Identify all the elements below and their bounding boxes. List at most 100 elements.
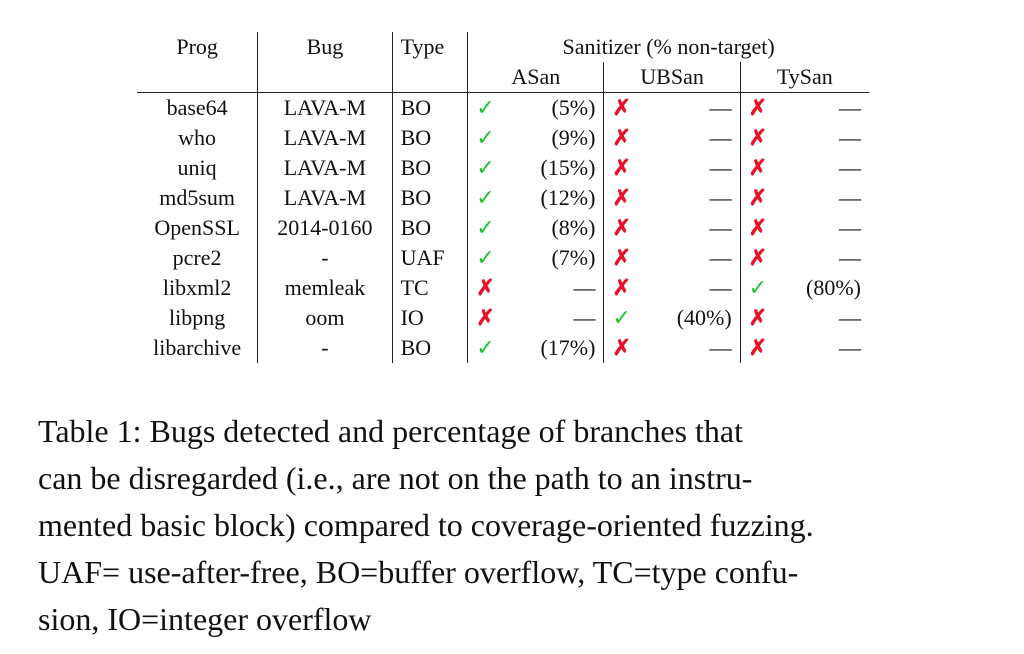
cell-prog: OpenSSL xyxy=(137,213,259,243)
cell-type: BO xyxy=(392,92,469,123)
cell-type: BO xyxy=(392,213,469,243)
cell-ubsan-check-icon: ✓ xyxy=(612,305,631,330)
table-row: OpenSSL 2014-0160 BO ✓ (8%) ✗ — ✗ — xyxy=(137,213,869,243)
cell-bug: - xyxy=(257,333,393,363)
table-row: who LAVA-M BO ✓ (9%) ✗ — ✗ — xyxy=(137,123,869,153)
cell-ubsan-pct: (40%) xyxy=(649,303,741,333)
cell-tysan-pct: — xyxy=(839,95,861,120)
cell-ubsan-pct: — xyxy=(649,123,741,153)
cell-asan-check-icon: ✓ xyxy=(476,95,495,120)
cell-ubsan-cross-icon: ✗ xyxy=(612,185,631,210)
header-bug: Bug xyxy=(257,32,393,62)
cell-prog: md5sum xyxy=(137,183,259,213)
cell-ubsan-cross-icon: ✗ xyxy=(612,335,631,360)
table-row: pcre2- UAF ✓ (7%) ✗ — ✗ — xyxy=(137,243,869,273)
caption-line: Table 1: Bugs detected and percentage of… xyxy=(38,413,744,449)
table-header: Prog Bug Type Sanitizer (% non-target) A… xyxy=(137,32,869,93)
cell-ubsan-pct: — xyxy=(649,183,741,213)
cell-tysan-pct: — xyxy=(839,215,861,240)
cell-bug: LAVA-M xyxy=(257,92,393,123)
cell-asan-cross-icon: ✗ xyxy=(476,275,495,300)
caption-line: can be disregarded (i.e., are not on the… xyxy=(38,460,753,496)
cell-prog: pcre2 xyxy=(137,243,259,273)
table-row: uniq LAVA-M BO ✓ (15%) ✗ — ✗ — xyxy=(137,153,869,183)
caption-line: mented basic block) compared to coverage… xyxy=(38,507,814,543)
caption-line: UAF= use-after-free, BO=buffer overflow,… xyxy=(38,554,799,590)
cell-asan-pct: (5%) xyxy=(513,92,605,123)
cell-ubsan-pct: — xyxy=(649,213,741,243)
header-row-1: Prog Bug Type Sanitizer (% non-target) xyxy=(137,32,869,62)
cell-bug: LAVA-M xyxy=(257,183,393,213)
cell-type: BO xyxy=(392,183,469,213)
cell-asan-pct: — xyxy=(513,273,605,303)
results-table-wrapper: Prog Bug Type Sanitizer (% non-target) A… xyxy=(137,32,869,363)
cell-ubsan-cross-icon: ✗ xyxy=(612,95,631,120)
cell-type: TC xyxy=(392,273,469,303)
cell-tysan-cross-icon: ✗ xyxy=(748,215,768,240)
cell-bug: memleak xyxy=(257,273,393,303)
results-table: Prog Bug Type Sanitizer (% non-target) A… xyxy=(137,32,869,363)
cell-asan-check-icon: ✓ xyxy=(476,125,495,150)
cell-prog: who xyxy=(137,123,259,153)
cell-type: BO xyxy=(392,153,469,183)
header-prog: Prog xyxy=(137,32,259,62)
cell-prog: libxml2 xyxy=(137,273,259,303)
cell-tysan-pct: — xyxy=(839,335,861,360)
cell-tysan-pct: (80%) xyxy=(806,275,861,300)
cell-tysan-pct: — xyxy=(839,185,861,210)
cell-tysan-pct: — xyxy=(839,155,861,180)
cell-asan-check-icon: ✓ xyxy=(476,155,495,180)
cell-ubsan-cross-icon: ✗ xyxy=(612,215,631,240)
cell-prog: libarchive xyxy=(137,333,259,363)
cell-asan-pct: (8%) xyxy=(513,213,605,243)
cell-asan-check-icon: ✓ xyxy=(476,245,495,270)
table-row: libpng oom IO ✗ — ✓ (40%) ✗ — xyxy=(137,303,869,333)
cell-bug: oom xyxy=(257,303,393,333)
cell-bug: LAVA-M xyxy=(257,153,393,183)
cell-type: UAF xyxy=(392,243,469,273)
caption-line: sion, IO=integer overflow xyxy=(38,601,372,637)
cell-type: BO xyxy=(392,123,469,153)
header-prog-blank xyxy=(137,62,259,93)
cell-prog: libpng xyxy=(137,303,259,333)
cell-asan-pct: — xyxy=(513,303,605,333)
cell-tysan-pct: — xyxy=(839,245,861,270)
cell-prog: base64 xyxy=(137,92,259,123)
cell-tysan-cross-icon: ✗ xyxy=(748,335,768,360)
header-type: Type xyxy=(392,32,469,62)
cell-type: BO xyxy=(392,333,469,363)
table-body: base64 LAVA-M BO ✓ (5%) ✗ — ✗ — who LAVA-M BO ✓ (9%) ✗… xyxy=(137,92,869,363)
cell-tysan-pct: — xyxy=(839,305,861,330)
header-bug-blank xyxy=(257,62,393,93)
cell-tysan-cross-icon: ✗ xyxy=(748,245,768,270)
cell-asan-pct: (7%) xyxy=(513,243,605,273)
table-row: libxml2 memleak TC ✗ — ✗ — ✓ (80%) xyxy=(137,273,869,303)
cell-tysan-cross-icon: ✗ xyxy=(748,95,768,120)
cell-ubsan-cross-icon: ✗ xyxy=(612,125,631,150)
cell-ubsan-pct: — xyxy=(649,333,741,363)
header-ubsan: UBSan xyxy=(603,62,741,93)
table-row: libarchive - BO ✓ (17%) ✗ — ✗ — xyxy=(137,333,869,363)
header-sanitizer: Sanitizer (% non-target) xyxy=(562,34,775,59)
cell-ubsan-pct: — xyxy=(649,273,741,303)
header-type-blank xyxy=(392,62,469,93)
cell-type: IO xyxy=(392,303,469,333)
cell-ubsan-pct: — xyxy=(649,153,741,183)
cell-asan-pct: (15%) xyxy=(513,153,605,183)
cell-prog: uniq xyxy=(137,153,259,183)
cell-ubsan-pct: — xyxy=(649,92,741,123)
cell-tysan-cross-icon: ✗ xyxy=(748,305,768,330)
cell-bug: - xyxy=(257,243,393,273)
cell-tysan-pct: — xyxy=(839,125,861,150)
header-tysan: TySan xyxy=(740,62,869,93)
cell-ubsan-cross-icon: ✗ xyxy=(612,275,631,300)
cell-asan-cross-icon: ✗ xyxy=(476,305,495,330)
cell-bug: LAVA-M xyxy=(257,123,393,153)
table-caption: Table 1: Bugs detected and percentage of… xyxy=(38,408,966,643)
cell-asan-pct: (12%) xyxy=(513,183,605,213)
table-row: base64 LAVA-M BO ✓ (5%) ✗ — ✗ — xyxy=(137,92,869,123)
cell-asan-pct: (9%) xyxy=(513,123,605,153)
header-row-2: ASan UBSan TySan xyxy=(137,62,869,93)
cell-tysan-cross-icon: ✗ xyxy=(748,155,768,180)
cell-tysan-cross-icon: ✗ xyxy=(748,185,768,210)
